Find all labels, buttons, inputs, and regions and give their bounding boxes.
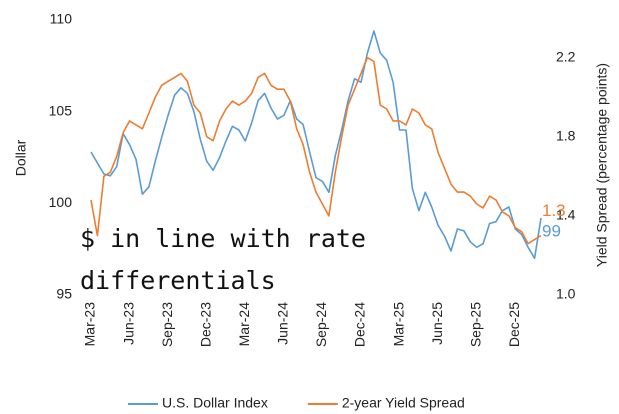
- end-label: 99: [542, 221, 561, 240]
- y2-tick-label: 1.8: [556, 127, 576, 143]
- annotation: $ in line with rate: [80, 224, 366, 253]
- y2-tick-label: 1.0: [556, 286, 576, 302]
- legend-label: 2-year Yield Spread: [342, 395, 465, 411]
- x-tick-label: Sep-23: [159, 302, 175, 347]
- y-tick-label: 105: [49, 102, 73, 118]
- y2-tick-label: 1.4: [556, 207, 576, 223]
- annotation: differentials: [80, 266, 276, 295]
- x-tick-label: Dec-24: [352, 302, 368, 347]
- end-label: 1.3: [542, 201, 566, 220]
- x-tick-label: Jun-24: [275, 302, 291, 345]
- x-tick-label: Sep-24: [313, 302, 329, 347]
- y2-axis-title: Yield Spread (percentage points): [594, 63, 610, 267]
- x-tick-label: Mar-25: [390, 302, 406, 347]
- y-axis-title: Dollar: [13, 139, 29, 176]
- y-tick-label: 110: [50, 11, 73, 27]
- x-tick-label: Mar-23: [82, 302, 98, 347]
- x-tick-label: Mar-24: [236, 302, 252, 347]
- series-line: [90, 30, 542, 260]
- series-line: [90, 56, 542, 245]
- y2-tick-label: 2.2: [556, 48, 576, 64]
- legend-label: U.S. Dollar Index: [162, 395, 268, 411]
- x-tick-label: Sep-25: [467, 302, 483, 347]
- x-tick-label: Dec-25: [506, 302, 522, 347]
- x-tick-label: Jun-25: [429, 302, 445, 345]
- y-tick-label: 95: [56, 286, 72, 302]
- y-tick-label: 100: [49, 194, 73, 210]
- x-tick-label: Jun-23: [120, 302, 136, 345]
- x-tick-label: Dec-23: [197, 302, 213, 347]
